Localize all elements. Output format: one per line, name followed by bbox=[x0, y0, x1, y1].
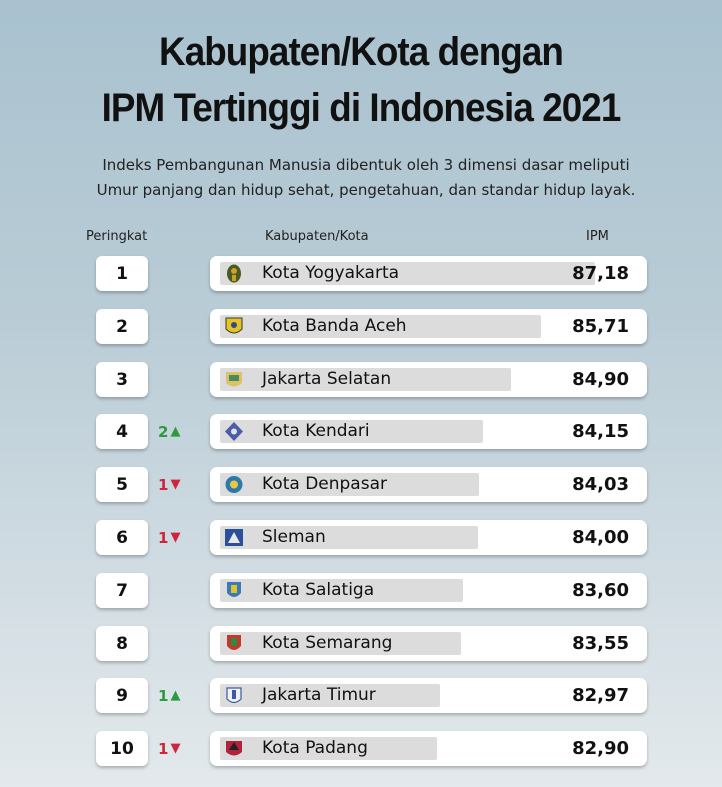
city-label: Kota Kendari bbox=[262, 421, 370, 441]
ipm-column-header: IPM bbox=[586, 229, 609, 244]
triangle-down-icon: ▼ bbox=[170, 530, 181, 545]
ipm-value-label: 84,03 bbox=[572, 474, 629, 495]
ipm-value-label: 82,90 bbox=[572, 738, 629, 759]
rank-badge: 1 bbox=[96, 256, 148, 291]
ipm-bar bbox=[220, 684, 440, 707]
rank-change-amount: 1 bbox=[158, 686, 169, 705]
rank-badge: 6 bbox=[96, 520, 148, 555]
triangle-down-icon: ▼ bbox=[170, 741, 181, 756]
triangle-down-icon: ▼ bbox=[170, 477, 181, 492]
bar-row: Sleman 84,00 bbox=[210, 520, 647, 555]
bar-row: Jakarta Timur 82,97 bbox=[210, 678, 647, 713]
rank-change-amount: 1 bbox=[158, 528, 169, 547]
rank-badge: 7 bbox=[96, 573, 148, 608]
bar-row: Kota Yogyakarta 87,18 bbox=[210, 256, 647, 291]
city-label: Kota Padang bbox=[262, 738, 368, 758]
ipm-bar bbox=[220, 420, 483, 443]
rank-badge: 10 bbox=[96, 731, 148, 766]
chart-title-line-2: IPM Tertinggi di Indonesia 2021 bbox=[101, 86, 622, 130]
banda-aceh-emblem-icon bbox=[224, 316, 244, 337]
triangle-up-icon: ▲ bbox=[170, 688, 181, 703]
rank-change-amount: 2 bbox=[158, 422, 169, 441]
bar-row: Kota Banda Aceh 85,71 bbox=[210, 309, 647, 344]
city-label: Jakarta Timur bbox=[262, 685, 376, 705]
bar-row: Jakarta Selatan 84,90 bbox=[210, 362, 647, 397]
city-label: Kota Salatiga bbox=[262, 580, 375, 600]
city-label: Kota Semarang bbox=[262, 633, 393, 653]
yogyakarta-emblem-icon bbox=[224, 263, 244, 284]
city-label: Kota Banda Aceh bbox=[262, 316, 407, 336]
kendari-emblem-icon bbox=[224, 421, 244, 442]
bar-row: Kota Salatiga 83,60 bbox=[210, 573, 647, 608]
rank-change-down: 1 ▼ bbox=[158, 731, 180, 766]
jakarta-selatan-emblem-icon bbox=[224, 369, 244, 390]
bar-row: Kota Kendari 84,15 bbox=[210, 414, 647, 449]
ipm-bar bbox=[220, 579, 463, 602]
ipm-bar bbox=[220, 262, 595, 285]
rank-badge: 9 bbox=[96, 678, 148, 713]
ipm-value-label: 87,18 bbox=[572, 263, 629, 284]
ipm-value-label: 85,71 bbox=[572, 316, 629, 337]
ipm-value-label: 82,97 bbox=[572, 685, 629, 706]
rank-change-down: 1 ▼ bbox=[158, 520, 180, 555]
rank-change-amount: 1 bbox=[158, 739, 169, 758]
sleman-emblem-icon bbox=[224, 527, 244, 548]
ipm-value-label: 83,55 bbox=[572, 633, 629, 654]
city-label: Jakarta Selatan bbox=[262, 369, 392, 389]
ipm-bar bbox=[220, 368, 511, 391]
ipm-bar bbox=[220, 473, 479, 496]
salatiga-emblem-icon bbox=[224, 580, 244, 601]
ipm-bar bbox=[220, 632, 461, 655]
bar-row: Kota Semarang 83,55 bbox=[210, 626, 647, 661]
bar-row: Kota Denpasar 84,03 bbox=[210, 467, 647, 502]
rank-badge: 4 bbox=[96, 414, 148, 449]
ipm-value-label: 84,90 bbox=[572, 369, 629, 390]
chart-title-line-1: Kabupaten/Kota dengan bbox=[159, 30, 564, 74]
city-label: Kota Yogyakarta bbox=[262, 263, 400, 283]
ipm-bar bbox=[220, 737, 437, 760]
ipm-value-label: 84,00 bbox=[572, 527, 629, 548]
rank-badge: 8 bbox=[96, 626, 148, 661]
rank-badge: 2 bbox=[96, 309, 148, 344]
rank-change-amount: 1 bbox=[158, 475, 169, 494]
subtitle-line-1: Indeks Pembangunan Manusia dibentuk oleh… bbox=[102, 156, 630, 174]
triangle-up-icon: ▲ bbox=[170, 424, 181, 439]
rank-badge: 5 bbox=[96, 467, 148, 502]
ipm-value-label: 84,15 bbox=[572, 421, 629, 442]
padang-emblem-icon bbox=[224, 738, 244, 759]
denpasar-emblem-icon bbox=[224, 474, 244, 495]
rank-change-up: 1 ▲ bbox=[158, 678, 180, 713]
subtitle-line-2: Umur panjang dan hidup sehat, pengetahua… bbox=[96, 181, 636, 199]
rank-change-down: 1 ▼ bbox=[158, 467, 180, 502]
city-label: Kota Denpasar bbox=[262, 474, 387, 494]
rank-column-header: Peringkat bbox=[86, 229, 148, 244]
jakarta-timur-emblem-icon bbox=[224, 685, 244, 706]
ipm-bar bbox=[220, 526, 478, 549]
rank-badge: 3 bbox=[96, 362, 148, 397]
city-label: Sleman bbox=[262, 527, 326, 547]
city-column-header: Kabupaten/Kota bbox=[265, 229, 369, 244]
ipm-bar bbox=[220, 315, 541, 338]
semarang-emblem-icon bbox=[224, 633, 244, 654]
ipm-value-label: 83,60 bbox=[572, 580, 629, 601]
bar-row: Kota Padang 82,90 bbox=[210, 731, 647, 766]
rank-change-up: 2 ▲ bbox=[158, 414, 180, 449]
